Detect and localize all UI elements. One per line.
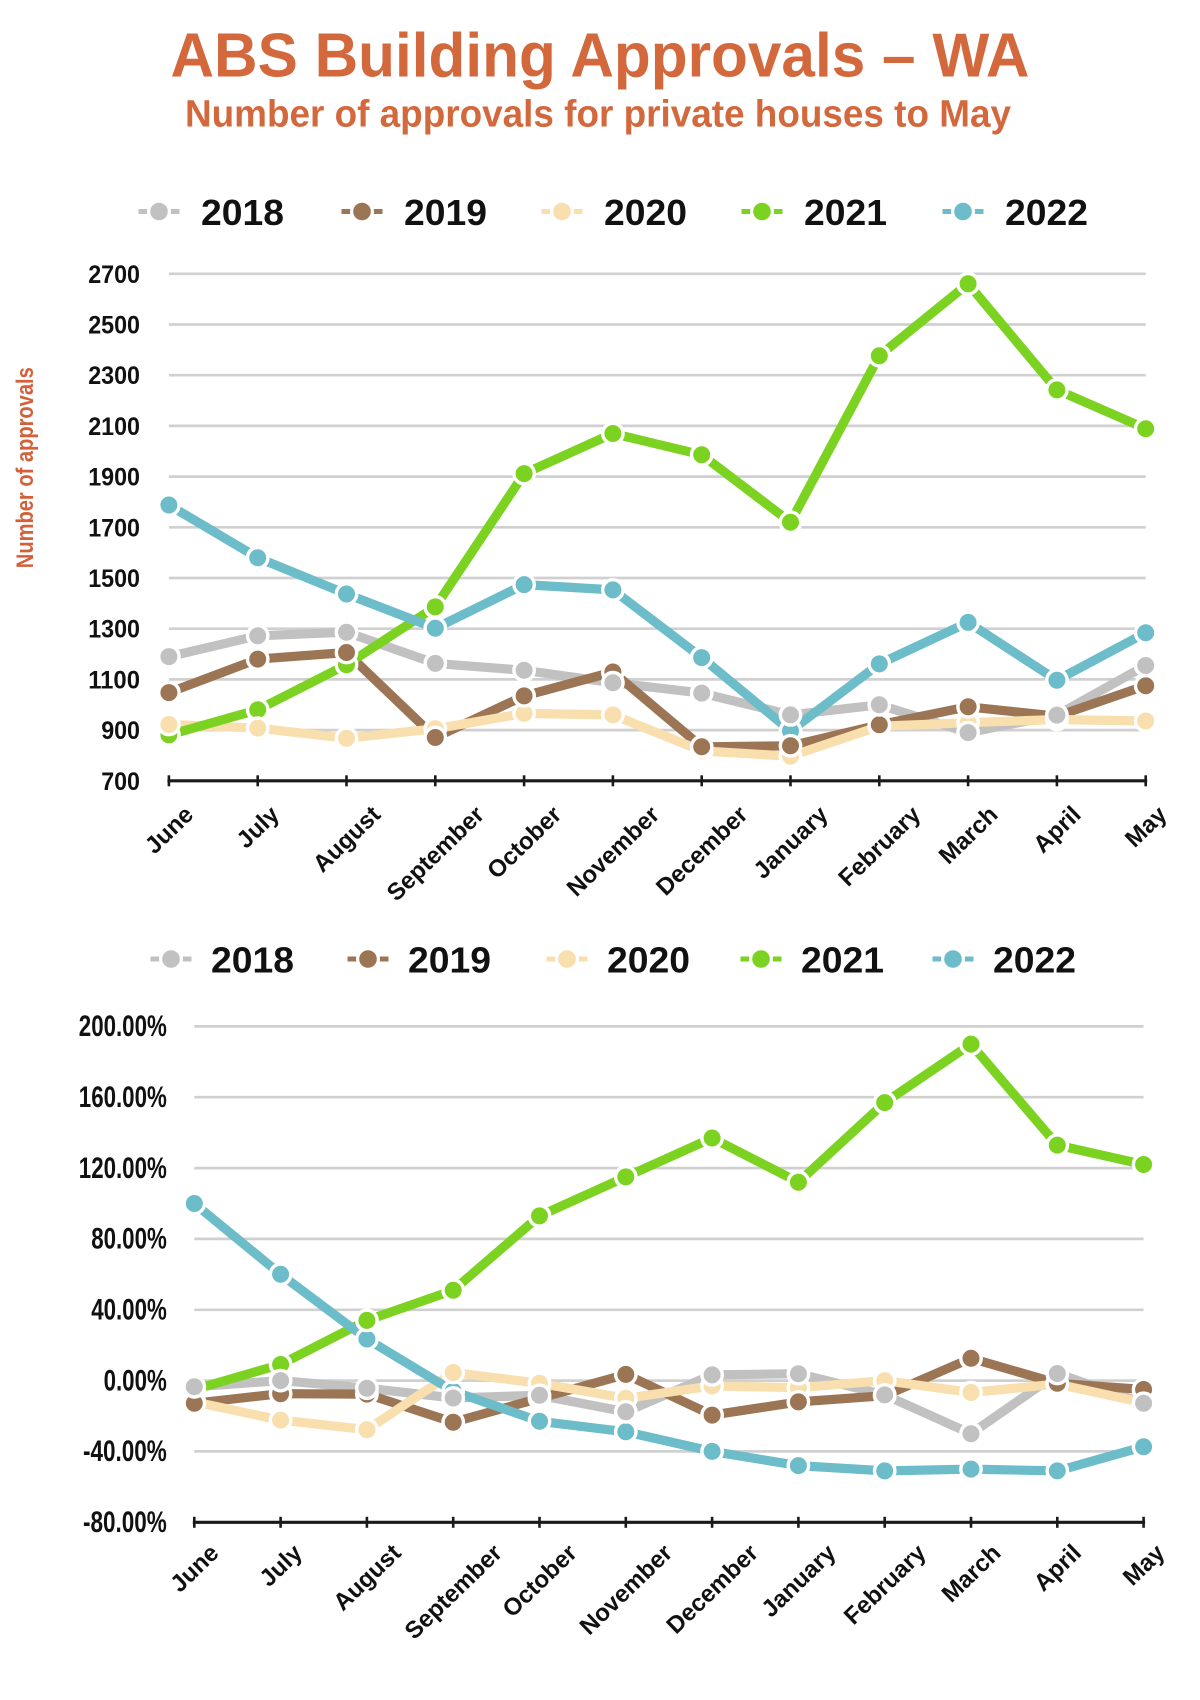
svg-text:2100: 2100	[88, 413, 140, 441]
svg-text:1500: 1500	[88, 565, 140, 593]
svg-text:-40.00%: -40.00%	[83, 1435, 167, 1468]
svg-text:0.00%: 0.00%	[104, 1364, 167, 1397]
svg-text:1900: 1900	[88, 464, 140, 492]
svg-text:2018: 2018	[201, 192, 284, 233]
svg-text:1700: 1700	[88, 514, 140, 542]
svg-text:80.00%: 80.00%	[91, 1223, 167, 1256]
svg-text:2021: 2021	[804, 192, 887, 233]
svg-text:-80.00%: -80.00%	[83, 1506, 167, 1539]
svg-text:2019: 2019	[404, 192, 487, 233]
svg-text:2700: 2700	[88, 261, 140, 289]
svg-text:Number of approvals: Number of approvals	[12, 367, 39, 568]
svg-text:160.00%: 160.00%	[79, 1081, 167, 1114]
svg-text:2020: 2020	[607, 940, 690, 981]
svg-text:200.00%: 200.00%	[79, 1010, 167, 1043]
svg-text:40.00%: 40.00%	[91, 1294, 167, 1327]
svg-text:Number of approvals for privat: Number of approvals for private houses t…	[185, 94, 1011, 136]
svg-text:1100: 1100	[88, 666, 140, 694]
svg-text:1300: 1300	[88, 616, 140, 644]
svg-text:2019: 2019	[408, 940, 491, 981]
svg-text:2022: 2022	[993, 940, 1076, 981]
svg-text:2500: 2500	[88, 312, 140, 340]
svg-text:2022: 2022	[1005, 192, 1088, 233]
svg-text:ABS Building Approvals – WA: ABS Building Approvals – WA	[171, 21, 1030, 90]
svg-text:700: 700	[101, 768, 140, 796]
svg-text:120.00%: 120.00%	[79, 1152, 167, 1185]
svg-text:2021: 2021	[801, 940, 884, 981]
svg-text:2020: 2020	[604, 192, 687, 233]
svg-text:2018: 2018	[211, 940, 294, 981]
svg-text:2300: 2300	[88, 362, 140, 390]
svg-text:900: 900	[101, 717, 140, 745]
